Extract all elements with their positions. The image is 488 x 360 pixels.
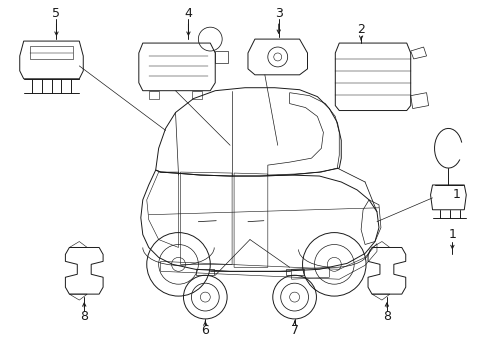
Text: 8: 8 — [80, 310, 88, 323]
Text: 4: 4 — [184, 7, 192, 20]
Text: 5: 5 — [52, 7, 61, 20]
Text: 1: 1 — [447, 228, 455, 241]
Text: 1: 1 — [451, 188, 459, 201]
Text: 8: 8 — [382, 310, 390, 323]
Text: 6: 6 — [201, 324, 209, 337]
Text: 7: 7 — [290, 324, 298, 337]
Text: 3: 3 — [274, 7, 282, 20]
Text: 2: 2 — [356, 23, 364, 36]
